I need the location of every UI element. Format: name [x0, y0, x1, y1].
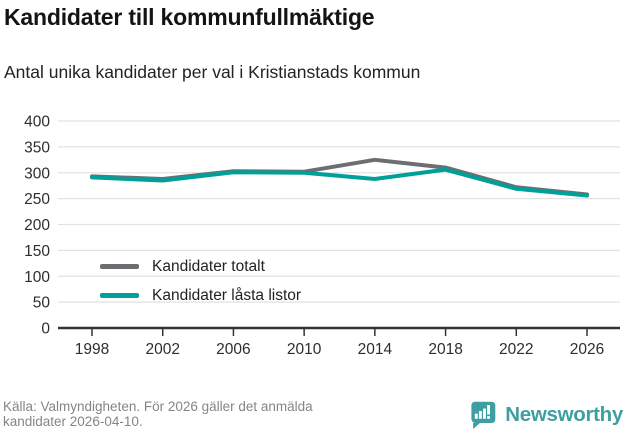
x-tick-label: 2026: [570, 341, 604, 358]
x-tick-label: 2014: [358, 341, 393, 358]
chart-legend: Kandidater totalt Kandidater låsta listor: [100, 252, 301, 310]
y-tick-label: 150: [24, 243, 50, 260]
x-tick-label: 1998: [75, 341, 109, 358]
x-tick-label: 2018: [428, 341, 462, 358]
source-note: Källa: Valmyndigheten. För 2026 gäller d…: [3, 399, 313, 429]
series-line: [90, 167, 589, 198]
newsworthy-wordmark: Newsworthy: [505, 402, 623, 426]
chart-area: 0 50 100 150 200 250 300 350 400 1998 2002 2006 2010…: [0, 100, 631, 400]
source-line-2: kandidater 2026-04-10.: [3, 413, 143, 429]
x-tick-label: 2006: [216, 341, 250, 358]
legend-item: Kandidater totalt: [100, 252, 301, 281]
legend-label: Kandidater totalt: [152, 257, 265, 275]
line-chart: 0 50 100 150 200 250 300 350 400 1998 2002 2006 2010…: [24, 114, 620, 358]
legend-item: Kandidater låsta listor: [100, 281, 301, 310]
y-tick-label: 0: [41, 321, 50, 338]
y-tick-label: 300: [24, 165, 50, 182]
y-tick-label: 100: [24, 269, 50, 286]
y-tick-label: 400: [24, 114, 50, 131]
newsworthy-logo: Newsworthy: [468, 399, 623, 430]
legend-line-swatch: [100, 293, 139, 298]
x-tick-label: 2002: [145, 341, 179, 358]
newsworthy-speech-bubble-barchart-icon: [471, 401, 496, 429]
page-title: Kandidater till kommunfullmäktige: [4, 4, 375, 30]
y-tick-label: 350: [24, 139, 50, 156]
x-tick-label: 2022: [499, 341, 533, 358]
source-line-1: Källa: Valmyndigheten. För 2026 gäller d…: [3, 399, 313, 414]
y-tick-label: 50: [33, 295, 51, 312]
y-tick-label: 250: [24, 191, 50, 208]
y-tick-label: 200: [24, 217, 50, 234]
legend-line-swatch: [100, 264, 139, 269]
footer: Källa: Valmyndigheten. För 2026 gäller d…: [0, 395, 631, 439]
chart-subtitle: Antal unika kandidater per val i Kristia…: [4, 62, 421, 82]
legend-label: Kandidater låsta listor: [152, 286, 302, 304]
x-tick-label: 2010: [287, 341, 322, 358]
